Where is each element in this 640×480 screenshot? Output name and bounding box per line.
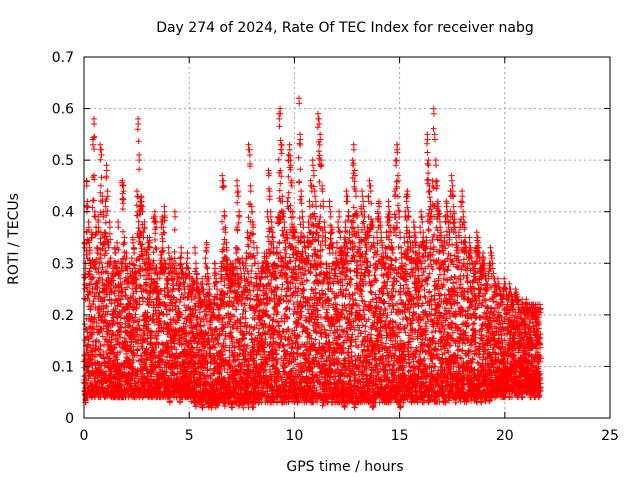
x-tick-label: 20: [496, 428, 514, 444]
y-tick-label: 0.6: [52, 102, 74, 118]
y-tick-label: 0.5: [52, 153, 74, 169]
y-axis-title: ROTI / TECUs: [6, 193, 22, 285]
y-tick-label: 0.1: [52, 359, 74, 375]
x-tick-labels: 0 5 10 15 20 25: [80, 428, 619, 444]
x-tick-label: 15: [391, 428, 409, 444]
chart-title: Day 274 of 2024, Rate Of TEC Index for r…: [156, 20, 534, 36]
x-tick-label: 25: [601, 428, 619, 444]
x-tick-label: 0: [80, 428, 89, 444]
y-tick-label: 0.4: [52, 205, 74, 221]
x-tick-label: 10: [285, 428, 303, 444]
y-tick-label: 0.7: [52, 50, 74, 66]
x-axis-title: GPS time / hours: [286, 459, 403, 475]
y-tick-label: 0.2: [52, 308, 74, 324]
scatter-plus-markers: [81, 95, 544, 411]
x-tick-label: 5: [185, 428, 194, 444]
plot-frame: [83, 56, 611, 419]
axis-ticks: [83, 56, 611, 419]
y-tick-label: 0.3: [52, 256, 74, 272]
y-tick-labels: 0 0.1 0.2 0.3 0.4 0.5 0.6 0.7: [52, 50, 74, 427]
data-points: [81, 95, 544, 411]
y-tick-label: 0: [65, 411, 74, 427]
